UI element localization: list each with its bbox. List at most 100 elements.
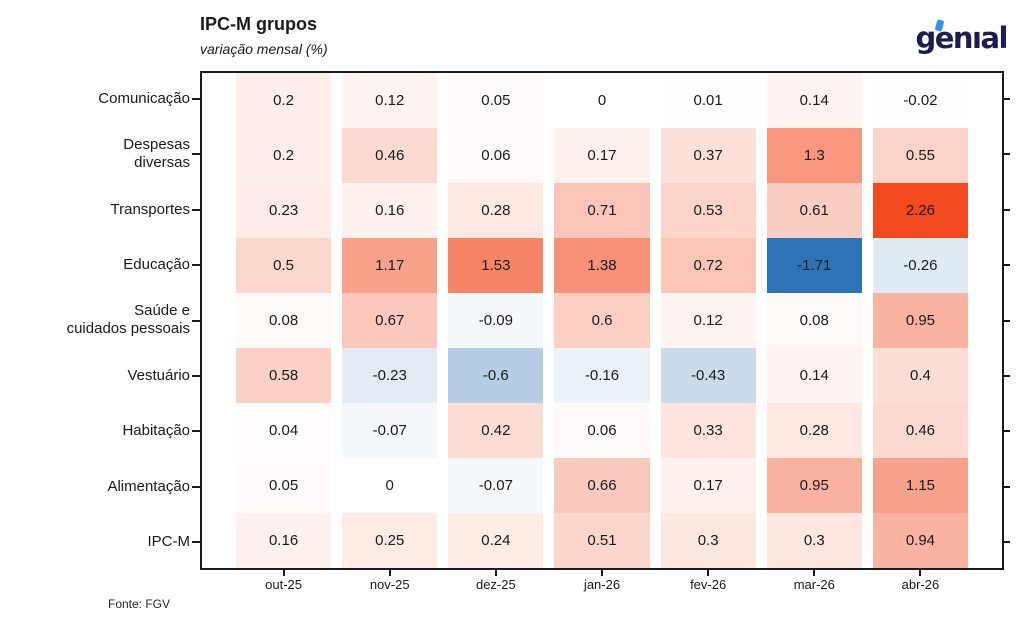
heatmap-cell: 0.66 [554,458,650,513]
heatmap-cell: 0.08 [236,293,332,348]
chart-title: IPC-M grupos [200,14,317,34]
heatmap-cell: 1.17 [342,238,438,293]
x-axis-tick [707,568,710,576]
heatmap-cell: 1.53 [448,238,544,293]
heatmap-cell: 0.17 [554,128,650,183]
heatmap-cell: 0.05 [448,73,544,128]
y-axis-tick-left [192,97,200,100]
heatmap-cell: 0.06 [448,128,544,183]
heatmap-cell: 0.71 [554,183,650,238]
heatmap-cell: 0.01 [660,73,756,128]
y-axis-label: Vestuário [127,366,190,384]
y-axis-tick-right [1002,264,1010,267]
heatmap-cell: 0.24 [448,513,544,568]
x-axis-tick [919,568,922,576]
x-axis-label: dez-25 [475,577,516,592]
heatmap-cell: 0.46 [872,403,968,458]
y-axis-label: Educação [123,256,190,274]
y-axis-tick-right [1002,541,1010,544]
heatmap-cell: -0.43 [660,348,756,403]
heatmap-cell: -0.23 [342,348,438,403]
heatmap-cell: 0.95 [872,293,968,348]
heatmap-cell: 0.37 [660,128,756,183]
heatmap-cell: 1.3 [766,128,862,183]
heatmap-cell: 2.26 [872,183,968,238]
heatmap-cell: 0.94 [872,513,968,568]
y-axis-tick-right [1002,374,1010,377]
heatmap-cell: 0.16 [342,183,438,238]
heatmap-cell: 0.61 [766,183,862,238]
heatmap-cell: 0.51 [554,513,650,568]
x-axis-tick [388,568,391,576]
heatmap-cell: 0.42 [448,403,544,458]
y-axis-tick-left [192,319,200,322]
y-axis-tick-left [192,430,200,433]
heatmap-cell: 0.2 [236,128,332,183]
heatmap-cell: 0.14 [766,348,862,403]
y-axis-tick-left [192,264,200,267]
y-axis-tick-right [1002,153,1010,156]
heatmap-cell: 0.6 [554,293,650,348]
x-axis-tick [282,568,285,576]
heatmap-cell: -1.71 [766,238,862,293]
y-axis-tick-left [192,485,200,488]
y-axis-label: Comunicação [98,89,190,107]
heatmap-cell: 0.3 [766,513,862,568]
x-axis-label: abr-26 [901,577,940,592]
x-axis-label: nov-25 [369,577,410,592]
y-axis-label: Saúde e cuidados pessoais [66,302,190,338]
heatmap-cell: 0.25 [342,513,438,568]
heatmap-cell: -0.16 [554,348,650,403]
heatmap-cell: 0 [554,73,650,128]
y-axis-tick-right [1002,97,1010,100]
heatmap-cell: 0.33 [660,403,756,458]
x-axis-label: out-25 [265,577,302,592]
heatmap-cell: 0.28 [766,403,862,458]
heatmap-cell: 0.08 [766,293,862,348]
heatmap-cell: 0.12 [342,73,438,128]
source-note: Fonte: FGV [108,597,171,611]
x-axis-tick [813,568,816,576]
heatmap-cell: 0.06 [554,403,650,458]
y-axis-label: Habitação [122,422,190,440]
y-axis-tick-left [192,374,200,377]
title-block: IPC-M grupos variação mensal (%) [200,14,328,57]
x-axis-label: fev-26 [690,577,727,592]
heatmap-cell: 0.17 [660,458,756,513]
heatmap-cell: -0.6 [448,348,544,403]
heatmap-cell: -0.02 [872,73,968,128]
chart-subtitle: variação mensal (%) [200,41,328,57]
x-axis-label: jan-26 [583,577,621,592]
genial-logo: genıal [915,19,1008,55]
heatmap-cell: 0.46 [342,128,438,183]
y-axis-tick-right [1002,485,1010,488]
heatmap-cell: 0.14 [766,73,862,128]
heatmap-cell: 0.53 [660,183,756,238]
heatmap-cell: 0.12 [660,293,756,348]
y-axis-label: IPC-M [147,533,191,551]
heatmap-cell: 0.55 [872,128,968,183]
y-axis-tick-left [192,153,200,156]
heatmap-cell: -0.26 [872,238,968,293]
y-axis-label: Alimentação [107,477,190,495]
logo-text: genıal [915,21,1008,55]
x-axis-tick [494,568,497,576]
heatmap-cell: 0 [342,458,438,513]
heatmap-cell: 0.67 [342,293,438,348]
x-axis-tick [601,568,603,576]
heatmap-cell: 1.38 [554,238,650,293]
heatmap-cell: 0.5 [236,238,332,293]
heatmap-cell: -0.07 [448,458,544,513]
heatmap-cell: 0.3 [660,513,756,568]
heatmap-cell: 0.04 [236,403,332,458]
y-axis-label: Despesas diversas [123,136,190,172]
heatmap-cell: 0.2 [236,73,332,128]
heatmap-cell: 0.72 [660,238,756,293]
y-axis-label: Transportes [110,200,190,218]
heatmap-cell: 1.15 [872,458,968,513]
y-axis-tick-left [192,208,200,211]
y-axis-tick-left [192,541,200,544]
heatmap-cell: -0.09 [448,293,544,348]
y-axis-tick-right [1002,208,1010,211]
